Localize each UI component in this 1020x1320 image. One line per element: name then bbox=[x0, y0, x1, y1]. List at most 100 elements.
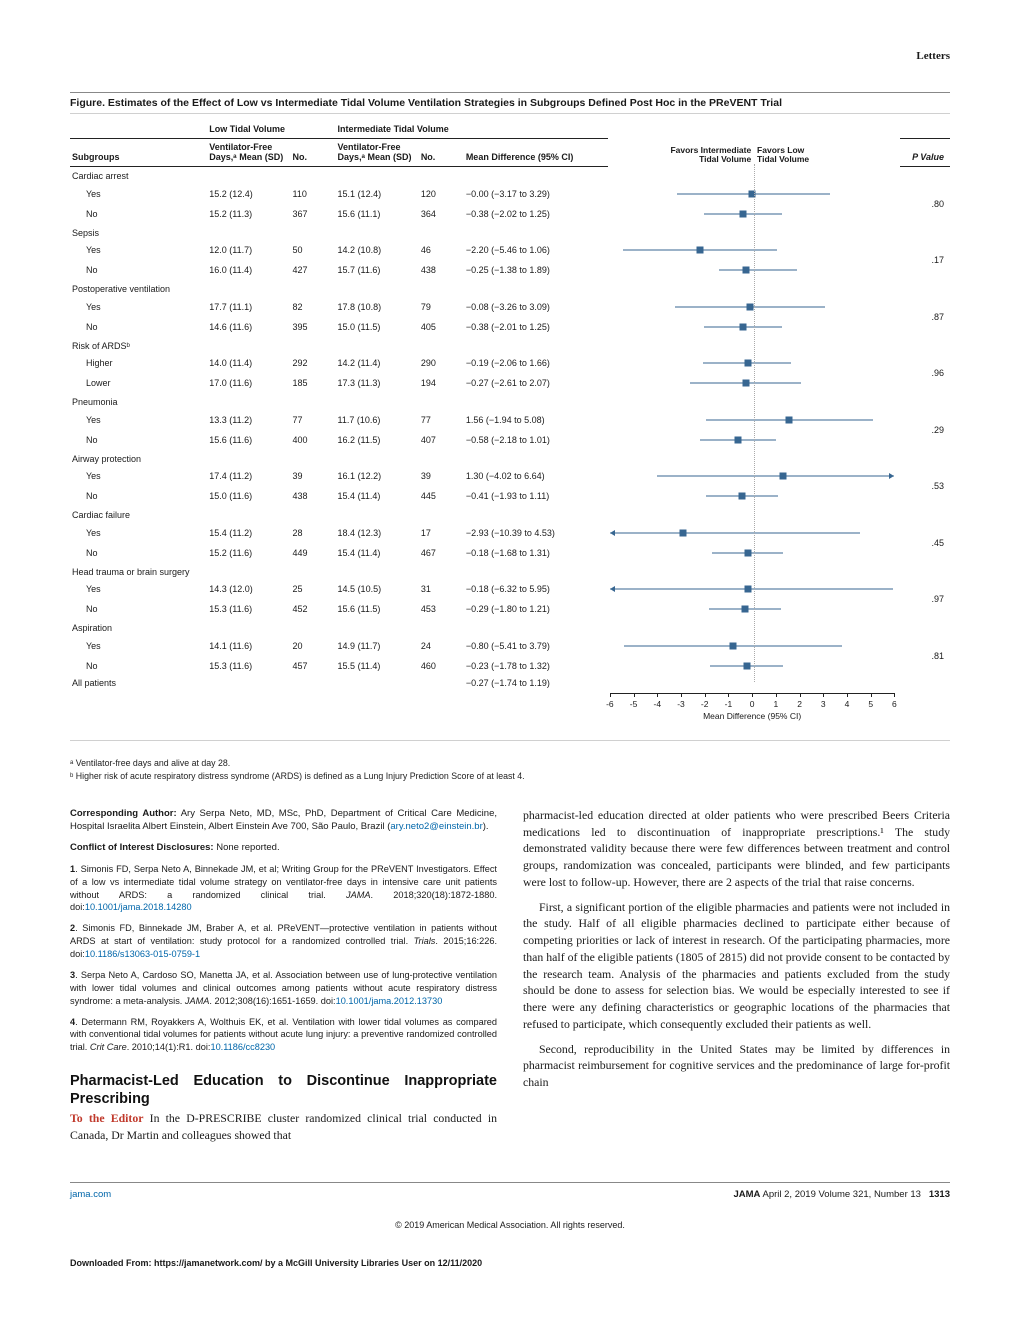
forest-plot-cell bbox=[610, 263, 895, 278]
p-value: .53 bbox=[900, 466, 950, 506]
row-label: No bbox=[70, 260, 207, 280]
row-low-n: 185 bbox=[291, 373, 336, 393]
row-diff: −0.00 (−3.17 to 3.29) bbox=[464, 184, 608, 204]
doi-link[interactable]: 10.1001/jama.2018.14280 bbox=[85, 902, 192, 912]
row-low-n: 367 bbox=[291, 204, 336, 224]
th-pvalue: P Value bbox=[900, 139, 950, 167]
subgroup-header: Head trauma or brain surgery bbox=[70, 563, 950, 580]
row-int-mean: 17.8 (10.8) bbox=[336, 297, 419, 317]
forest-body: Cardiac arrestYes 15.2 (12.4) 110 15.1 (… bbox=[70, 167, 950, 728]
forest-plot-cell bbox=[610, 243, 895, 258]
subgroup-header: Aspiration bbox=[70, 619, 950, 636]
row-int-mean: 15.0 (11.5) bbox=[336, 317, 419, 337]
row-diff: −0.27 (−2.61 to 2.07) bbox=[464, 373, 608, 393]
row-label: Yes bbox=[70, 410, 207, 430]
row-low-mean: 14.6 (11.6) bbox=[207, 317, 290, 337]
row-label: No bbox=[70, 204, 207, 224]
row-diff: 1.56 (−1.94 to 5.08) bbox=[464, 410, 608, 430]
footer-link[interactable]: jama.com bbox=[70, 1189, 111, 1200]
row-label: No bbox=[70, 317, 207, 337]
forest-plot-cell bbox=[610, 658, 895, 673]
row-label: Yes bbox=[70, 240, 207, 260]
forest-plot-cell bbox=[610, 469, 895, 484]
forest-table: Low Tidal Volume Intermediate Tidal Volu… bbox=[70, 122, 950, 728]
reference-item: 2. Simonis FD, Binnekade JM, Braber A, e… bbox=[70, 922, 497, 961]
row-low-n: 20 bbox=[291, 636, 336, 656]
footer-citation: JAMA April 2, 2019 Volume 321, Number 13… bbox=[733, 1189, 950, 1200]
row-low-n: 449 bbox=[291, 543, 336, 563]
forest-plot-cell bbox=[610, 638, 895, 653]
th-int-n: No. bbox=[419, 139, 464, 167]
doi-link[interactable]: 10.1186/s13063-015-0759-1 bbox=[85, 949, 200, 959]
row-label: Yes bbox=[70, 636, 207, 656]
row-int-n: 46 bbox=[419, 240, 464, 260]
row-low-n: 292 bbox=[291, 353, 336, 373]
row-label: Yes bbox=[70, 523, 207, 543]
row-low-mean: 17.7 (11.1) bbox=[207, 297, 290, 317]
reference-item: 4. Determann RM, Royakkers A, Wolthuis E… bbox=[70, 1016, 497, 1055]
row-low-mean: 15.0 (11.6) bbox=[207, 486, 290, 506]
row-label: No bbox=[70, 599, 207, 619]
row-label: Yes bbox=[70, 579, 207, 599]
row-int-n: 467 bbox=[419, 543, 464, 563]
row-low-mean: 13.3 (11.2) bbox=[207, 410, 290, 430]
row-diff: −0.19 (−2.06 to 1.66) bbox=[464, 353, 608, 373]
row-low-n: 50 bbox=[291, 240, 336, 260]
corresponding-author: Corresponding Author: Ary Serpa Neto, MD… bbox=[70, 807, 497, 834]
row-diff: −0.27 (−1.74 to 1.19) bbox=[464, 676, 608, 691]
p-value: .81 bbox=[900, 636, 950, 676]
row-low-mean: 12.0 (11.7) bbox=[207, 240, 290, 260]
row-int-mean: 16.2 (11.5) bbox=[336, 430, 419, 450]
author-email-link[interactable]: ary.neto2@einstein.br bbox=[390, 821, 482, 832]
row-int-n: 438 bbox=[419, 260, 464, 280]
page-section-label: Letters bbox=[70, 50, 950, 62]
row-low-n: 110 bbox=[291, 184, 336, 204]
forest-plot-cell bbox=[610, 319, 895, 334]
row-low-mean: 17.4 (11.2) bbox=[207, 466, 290, 486]
conflict-of-interest: Conflict of Interest Disclosures: None r… bbox=[70, 841, 497, 854]
row-int-n: 460 bbox=[419, 656, 464, 676]
row-diff: −0.58 (−2.18 to 1.01) bbox=[464, 430, 608, 450]
row-int-mean: 14.2 (10.8) bbox=[336, 240, 419, 260]
row-label: No bbox=[70, 430, 207, 450]
subgroup-header: Cardiac failure bbox=[70, 506, 950, 523]
two-column-body: Corresponding Author: Ary Serpa Neto, MD… bbox=[70, 807, 950, 1152]
row-int-n: 405 bbox=[419, 317, 464, 337]
row-int-n: 364 bbox=[419, 204, 464, 224]
row-diff: −0.38 (−2.02 to 1.25) bbox=[464, 204, 608, 224]
row-int-mean: 16.1 (12.2) bbox=[336, 466, 419, 486]
row-label: All patients bbox=[70, 676, 207, 691]
row-int-mean: 11.7 (10.6) bbox=[336, 410, 419, 430]
figure-title: Figure. Estimates of the Effect of Low v… bbox=[70, 92, 950, 114]
forest-plot-cell bbox=[610, 206, 895, 221]
row-low-mean: 15.3 (11.6) bbox=[207, 599, 290, 619]
page-footer: jama.com JAMA April 2, 2019 Volume 321, … bbox=[70, 1182, 950, 1200]
row-diff: −0.18 (−6.32 to 5.95) bbox=[464, 579, 608, 599]
doi-link[interactable]: 10.1186/cc8230 bbox=[210, 1042, 275, 1052]
subgroup-header: Risk of ARDSᵇ bbox=[70, 337, 950, 354]
row-int-mean: 15.6 (11.5) bbox=[336, 599, 419, 619]
row-low-n: 457 bbox=[291, 656, 336, 676]
row-label: No bbox=[70, 543, 207, 563]
forest-plot-cell bbox=[610, 376, 895, 391]
row-low-n: 25 bbox=[291, 579, 336, 599]
forest-plot-figure: Low Tidal Volume Intermediate Tidal Volu… bbox=[70, 122, 950, 741]
row-diff: −0.41 (−1.93 to 1.11) bbox=[464, 486, 608, 506]
letter-title: Pharmacist-Led Education to Discontinue … bbox=[70, 1072, 497, 1108]
row-int-mean: 15.4 (11.4) bbox=[336, 486, 419, 506]
row-diff: −0.25 (−1.38 to 1.89) bbox=[464, 260, 608, 280]
p-value: .97 bbox=[900, 579, 950, 619]
row-low-mean: 16.0 (11.4) bbox=[207, 260, 290, 280]
left-body-para: To the Editor In the D-PRESCRIBE cluster… bbox=[70, 1110, 497, 1144]
row-int-n: 24 bbox=[419, 636, 464, 656]
row-diff: −0.29 (−1.80 to 1.21) bbox=[464, 599, 608, 619]
row-int-mean: 15.1 (12.4) bbox=[336, 184, 419, 204]
row-int-n: 194 bbox=[419, 373, 464, 393]
row-int-n: 407 bbox=[419, 430, 464, 450]
row-int-n: 31 bbox=[419, 579, 464, 599]
row-low-n: 82 bbox=[291, 297, 336, 317]
doi-link[interactable]: 10.1001/jama.2012.13730 bbox=[336, 996, 443, 1006]
row-int-mean: 15.4 (11.4) bbox=[336, 543, 419, 563]
row-low-n: 395 bbox=[291, 317, 336, 337]
footnote-b: ᵇ Higher risk of acute respiratory distr… bbox=[70, 770, 950, 783]
